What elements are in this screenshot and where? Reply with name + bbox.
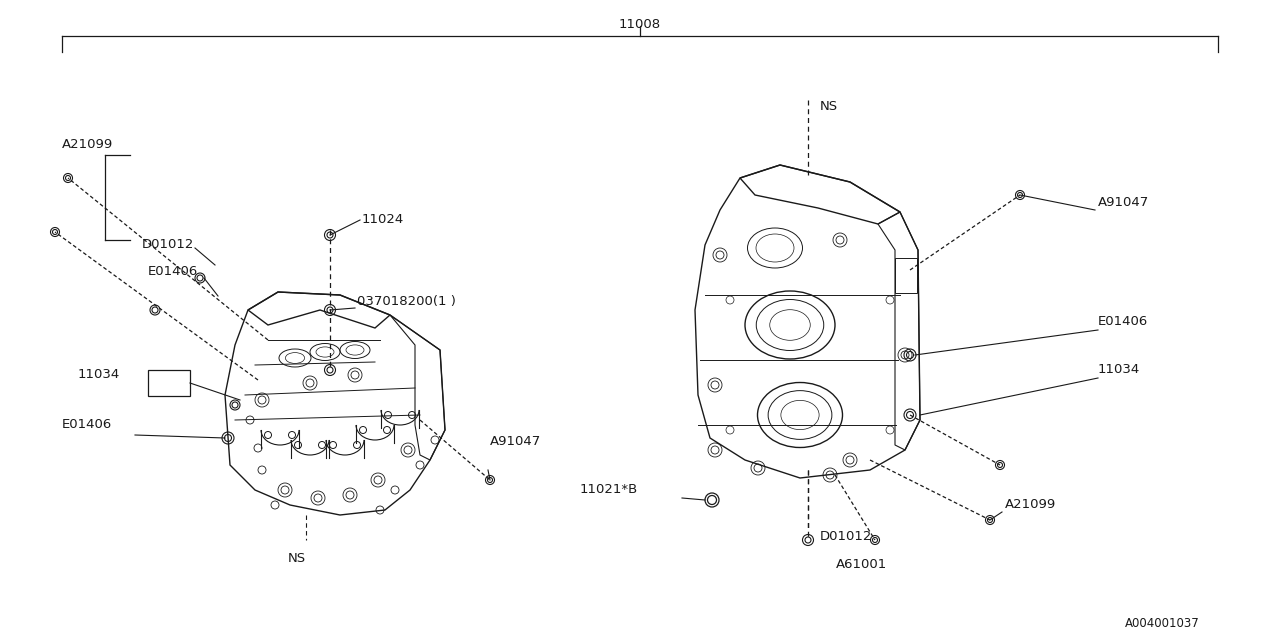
Text: E01406: E01406 <box>148 265 198 278</box>
Text: A61001: A61001 <box>836 558 887 571</box>
Text: NS: NS <box>820 100 838 113</box>
Text: NS: NS <box>288 552 306 565</box>
Bar <box>148 370 189 396</box>
Text: 11034: 11034 <box>1098 363 1140 376</box>
Text: D01012: D01012 <box>820 530 873 543</box>
Text: 11034: 11034 <box>78 368 120 381</box>
Text: 11021*B: 11021*B <box>580 483 639 496</box>
Text: 037018200(1 ): 037018200(1 ) <box>357 295 456 308</box>
Text: D01012: D01012 <box>142 238 195 251</box>
Text: A91047: A91047 <box>1098 196 1149 209</box>
Text: E01406: E01406 <box>1098 315 1148 328</box>
Text: A004001037: A004001037 <box>1125 617 1201 630</box>
Text: A21099: A21099 <box>61 138 113 151</box>
Text: A21099: A21099 <box>1005 498 1056 511</box>
Text: 11008: 11008 <box>620 18 660 31</box>
Text: A91047: A91047 <box>490 435 541 448</box>
Text: E01406: E01406 <box>61 418 113 431</box>
Text: 11024: 11024 <box>362 213 404 226</box>
Bar <box>895 258 916 293</box>
